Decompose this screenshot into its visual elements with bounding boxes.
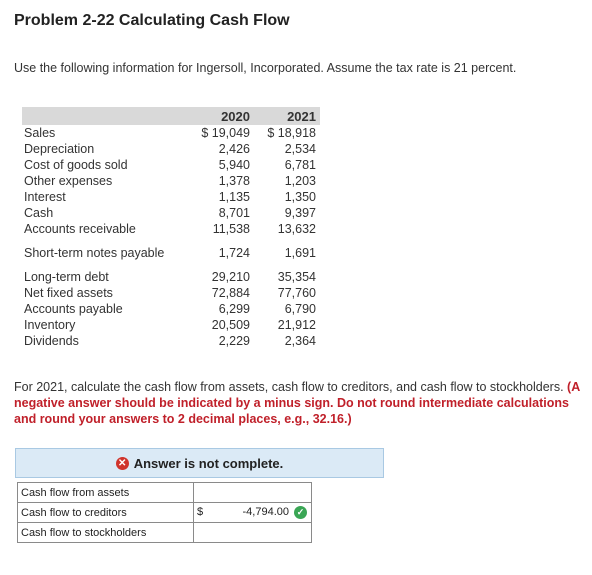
row-label: Short-term notes payable	[24, 246, 165, 260]
question-instruction: (A negative answer should be indicated b…	[14, 380, 580, 426]
answer-label: Cash flow to creditors	[17, 502, 194, 523]
table-header-row: 2020 2021	[22, 107, 320, 125]
table-row: Cash 8,701 9,397	[22, 205, 320, 221]
table-row: Net fixed assets 72,884 77,760	[22, 285, 320, 301]
value-2021: 35,354	[277, 270, 316, 284]
row-label: Depreciation	[24, 142, 95, 156]
value-2021: 13,632	[277, 222, 316, 236]
value-2020: 2,426	[218, 142, 250, 156]
answer-status-banner: ✕ Answer is not complete.	[15, 448, 384, 478]
cash-flow-to-creditors-input[interactable]: $ -4,794.00 ✓	[193, 502, 312, 523]
question-body: For 2021, calculate the cash flow from a…	[14, 380, 564, 394]
row-label: Other expenses	[24, 174, 113, 188]
value-2021: 6,790	[284, 302, 316, 316]
financial-data-table: 2020 2021 Sales $ 19,049 $ 18,918 Deprec…	[22, 107, 320, 349]
answer-row-assets: Cash flow from assets	[17, 482, 312, 503]
value-2021: 2,364	[284, 334, 316, 348]
table-row: Long-term debt 29,210 35,354	[22, 269, 320, 285]
header-label	[22, 107, 186, 125]
x-circle-icon: ✕	[115, 456, 129, 470]
row-label: Net fixed assets	[24, 286, 113, 300]
value-2021: 2,534	[284, 142, 316, 156]
value-2021: $ 18,918	[267, 126, 316, 140]
row-label: Cost of goods sold	[24, 158, 128, 172]
cash-flow-to-stockholders-input[interactable]	[193, 522, 312, 543]
table-row: Short-term notes payable 1,724 1,691	[22, 237, 320, 269]
table-row: Other expenses 1,378 1,203	[22, 173, 320, 189]
value-2020: 5,940	[218, 158, 250, 172]
value-2020: 1,724	[218, 246, 250, 260]
value-2021: 1,350	[284, 190, 316, 204]
value-2020: 1,378	[218, 174, 250, 188]
table-row: Dividends 2,229 2,364	[22, 333, 320, 349]
row-label: Inventory	[24, 318, 76, 332]
table-row: Sales $ 19,049 $ 18,918	[22, 125, 320, 141]
value-2021: 1,203	[284, 174, 316, 188]
answer-row-creditors: Cash flow to creditors $ -4,794.00 ✓	[17, 502, 312, 523]
answer-label: Cash flow from assets	[17, 482, 194, 503]
table-row: Interest 1,135 1,350	[22, 189, 320, 205]
value-2020: 1,135	[218, 190, 250, 204]
question-text: For 2021, calculate the cash flow from a…	[14, 379, 580, 427]
header-2020: 2020	[186, 107, 254, 125]
value-2020: $ 19,049	[201, 126, 250, 140]
value-2020: 2,229	[218, 334, 250, 348]
value-2020: 6,299	[218, 302, 250, 316]
answer-label: Cash flow to stockholders	[17, 522, 194, 543]
answer-table: Cash flow from assets Cash flow to credi…	[17, 482, 312, 543]
answer-row-stockholders: Cash flow to stockholders	[17, 522, 312, 543]
row-label: Long-term debt	[24, 270, 109, 284]
currency-prefix: $	[197, 506, 204, 518]
value-2021: 21,912	[277, 318, 316, 332]
header-2021: 2021	[254, 107, 320, 125]
answer-value: -4,794.00	[242, 506, 289, 518]
row-label: Cash	[24, 206, 54, 220]
value-2021: 6,781	[284, 158, 316, 172]
row-label: Sales	[24, 126, 56, 140]
cash-flow-from-assets-input[interactable]	[193, 482, 312, 503]
problem-title: Problem 2-22 Calculating Cash Flow	[14, 12, 290, 29]
table-row: Accounts receivable 11,538 13,632	[22, 221, 320, 237]
table-row: Inventory 20,509 21,912	[22, 317, 320, 333]
table-row: Depreciation 2,426 2,534	[22, 141, 320, 157]
answer-status-text: Answer is not complete.	[133, 455, 284, 471]
value-2020: 72,884	[211, 286, 250, 300]
value-2021: 77,760	[277, 286, 316, 300]
check-circle-icon: ✓	[294, 506, 307, 519]
row-label: Accounts receivable	[24, 222, 136, 236]
row-label: Interest	[24, 190, 66, 204]
value-2021: 9,397	[284, 206, 316, 220]
value-2020: 8,701	[218, 206, 250, 220]
value-2021: 1,691	[284, 246, 316, 260]
value-2020: 11,538	[212, 222, 250, 236]
intro-text: Use the following information for Ingers…	[14, 61, 517, 75]
table-row: Cost of goods sold 5,940 6,781	[22, 157, 320, 173]
row-label: Accounts payable	[24, 302, 123, 316]
value-2020: 20,509	[211, 318, 250, 332]
value-2020: 29,210	[211, 270, 250, 284]
row-label: Dividends	[24, 334, 79, 348]
table-row: Accounts payable 6,299 6,790	[22, 301, 320, 317]
